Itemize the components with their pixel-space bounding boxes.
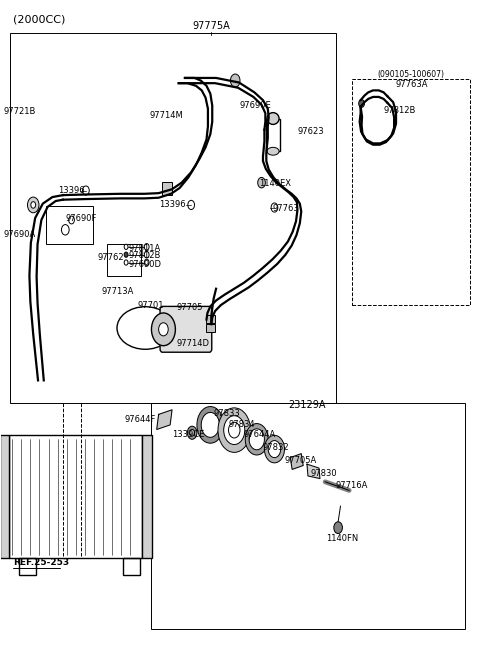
Text: 97690F: 97690F (65, 214, 96, 223)
Circle shape (31, 201, 36, 208)
Circle shape (190, 430, 194, 436)
Bar (162, 182, 172, 195)
Circle shape (124, 260, 128, 265)
Bar (143, 436, 152, 558)
Text: 13396: 13396 (58, 186, 85, 195)
Text: 97690E: 97690E (240, 101, 272, 110)
Text: 97705A: 97705A (284, 456, 316, 464)
Text: 13396: 13396 (158, 201, 185, 209)
Bar (352, 79, 470, 305)
Bar (152, 403, 465, 629)
Circle shape (83, 186, 89, 195)
Bar (9, 436, 143, 558)
Circle shape (230, 74, 240, 87)
Text: 97623: 97623 (298, 127, 324, 136)
Bar (205, 315, 215, 323)
Circle shape (144, 251, 149, 258)
Text: 97834: 97834 (228, 420, 255, 430)
Text: 1140FN: 1140FN (326, 534, 359, 543)
Circle shape (27, 197, 39, 213)
Circle shape (359, 100, 364, 108)
Text: 97721B: 97721B (3, 108, 36, 117)
Text: 97714M: 97714M (149, 111, 183, 120)
Bar (205, 324, 215, 332)
Circle shape (188, 200, 194, 209)
Text: 97644A: 97644A (244, 430, 276, 440)
Text: 97763A: 97763A (395, 80, 428, 89)
Bar (46, 206, 93, 244)
Text: 97812B: 97812B (384, 106, 416, 115)
Text: 97714D: 97714D (177, 338, 210, 348)
Text: 97811A: 97811A (129, 243, 161, 253)
Text: (090105-100607): (090105-100607) (378, 70, 445, 79)
Polygon shape (157, 410, 172, 430)
Circle shape (187, 426, 197, 440)
Circle shape (144, 243, 149, 250)
Polygon shape (307, 464, 320, 479)
Text: REF.25-253: REF.25-253 (12, 558, 69, 567)
Text: 97644F: 97644F (125, 415, 156, 424)
Circle shape (334, 522, 342, 533)
FancyBboxPatch shape (160, 306, 212, 352)
Circle shape (124, 252, 128, 257)
Text: 97690D: 97690D (129, 260, 162, 269)
Circle shape (258, 177, 265, 188)
Circle shape (228, 422, 240, 438)
Circle shape (158, 323, 168, 336)
Text: 1339CE: 1339CE (172, 430, 204, 439)
Text: 97763: 97763 (273, 205, 300, 213)
Circle shape (152, 313, 175, 346)
Bar (19, 558, 36, 575)
Text: 97716A: 97716A (336, 481, 368, 489)
Text: 97690A: 97690A (3, 230, 36, 239)
Bar (10, 33, 336, 403)
Bar (123, 558, 140, 575)
Text: 97775A: 97775A (192, 20, 230, 31)
Ellipse shape (267, 113, 279, 125)
Text: 97812B: 97812B (129, 251, 161, 260)
Text: 97705: 97705 (177, 302, 204, 312)
Circle shape (271, 203, 278, 212)
Text: 97762: 97762 (97, 253, 124, 262)
Text: 97701: 97701 (137, 300, 164, 310)
Bar (107, 244, 142, 276)
Circle shape (69, 216, 74, 224)
Circle shape (144, 259, 149, 266)
Polygon shape (290, 454, 303, 470)
Text: 97713A: 97713A (101, 287, 133, 297)
Text: 97832: 97832 (263, 443, 289, 451)
Text: (2000CC): (2000CC) (12, 14, 65, 24)
Text: 23129A: 23129A (288, 400, 326, 410)
Circle shape (124, 244, 128, 249)
Text: 97830: 97830 (311, 469, 337, 478)
Circle shape (61, 224, 69, 235)
Text: 97833: 97833 (214, 409, 240, 418)
Ellipse shape (267, 148, 279, 155)
Bar (0, 436, 9, 558)
Text: 1140EX: 1140EX (259, 180, 291, 188)
Bar (266, 119, 280, 152)
